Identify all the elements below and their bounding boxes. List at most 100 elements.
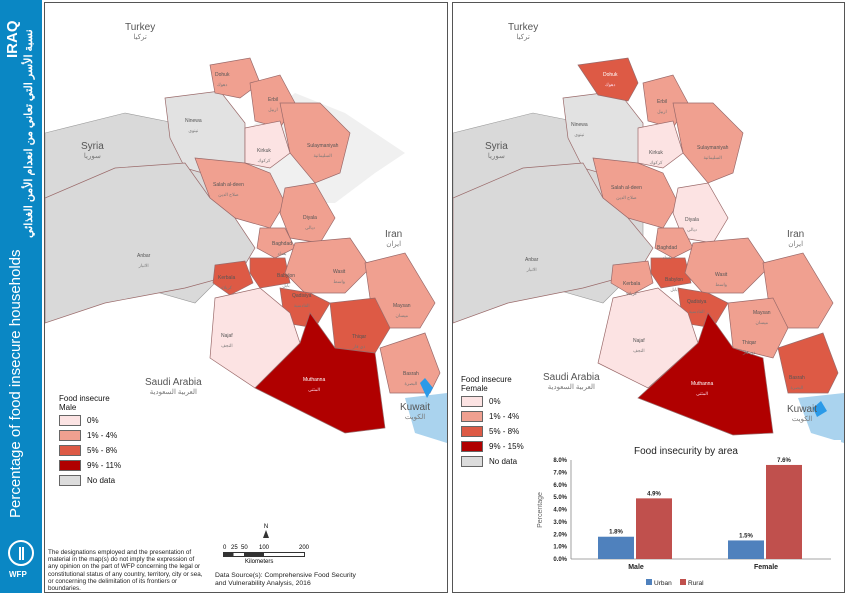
label-wasit: Wasit واسط <box>715 272 728 287</box>
chart-x-tick-label: Male <box>628 564 644 571</box>
label-qadisiya: Qadisiya القادسية <box>687 299 707 314</box>
scale-tick: 50 <box>241 545 248 551</box>
legend-item: No data <box>59 473 121 487</box>
gov-babylon <box>249 257 291 289</box>
gov-kirkuk <box>244 120 291 169</box>
label-kirkuk: Kirkuk كركوك <box>257 148 271 163</box>
chart-bar-urban <box>598 536 634 559</box>
label-baghdad: Baghdad بغداد <box>657 245 678 260</box>
label-wasit: Wasit واسط <box>333 269 346 284</box>
gov-muthanna <box>637 312 774 436</box>
gov-anbar <box>453 162 654 324</box>
chart-bar-rural <box>636 498 672 559</box>
label-najaf: Najaf النجف <box>633 338 645 353</box>
scale-tick: 0 <box>223 545 227 551</box>
label-sulaymaniyah: Sulaymaniyah السليمانية <box>307 143 339 158</box>
legend-item: 5% - 8% <box>59 443 121 457</box>
scale-tick: 100 <box>259 545 270 551</box>
gov-kirkuk <box>637 120 684 169</box>
label-kuwait: Kuwait الكويت <box>787 404 818 424</box>
data-source: Data Source(s): Comprehensive Food Secur… <box>215 572 356 587</box>
label-salahaldeen: Salah al-deen صلاح الدين <box>611 185 642 200</box>
label-kerbala: Kerbala كربلاء <box>218 275 236 290</box>
title-sidebar: IRAQ نسبة الأسر التي تعاني من انعدام الأ… <box>0 0 42 593</box>
label-maysan: Maysan ميسان <box>753 310 771 325</box>
label-thiqar: Thiqar ذي قار <box>352 334 367 349</box>
gov-wasit <box>284 237 371 294</box>
gov-kerbala <box>610 260 654 296</box>
gov-maysan <box>364 252 436 329</box>
label-iran: Iran ايران <box>787 229 805 249</box>
gov-dohuk <box>209 57 261 99</box>
legend-swatch <box>461 395 483 407</box>
scale-bar: 0 25 50 100 200 Kilometers <box>223 545 313 569</box>
map-title-iraq: IRAQ <box>4 20 21 59</box>
legend-subtitle: Male <box>59 403 77 412</box>
legend-item: 0% <box>59 413 121 427</box>
map-subtitle: Percentage of food insecure households <box>7 249 24 518</box>
wfp-logo-icon <box>8 540 34 566</box>
label-maysan: Maysan ميسان <box>393 303 411 318</box>
label-erbil: Erbil اربيل <box>268 97 279 112</box>
chart-bar-rural <box>766 464 802 559</box>
label-ninewa: Ninewa نينوى <box>571 122 588 137</box>
chart-data-label: 4.9% <box>647 491 661 497</box>
label-diyala: Diyala ديالى <box>685 217 699 232</box>
legend-female: Food insecure Female 0% 1% - 4% 5% - 8% … <box>461 375 524 468</box>
map-title-arabic: نسبة الأسر التي تعاني من انعدام الأمن ال… <box>23 29 35 238</box>
gov-babylon <box>650 257 692 289</box>
legend-swatch <box>461 410 483 422</box>
legend-swatch <box>59 414 81 426</box>
legend-item: 9% - 11% <box>59 458 121 472</box>
legend-title: Food insecure <box>461 375 512 384</box>
gov-anbar <box>45 162 256 324</box>
label-sulaymaniyah: Sulaymaniyah السليمانية <box>697 145 729 160</box>
label-turkey: Turkey تركيا <box>508 22 539 42</box>
label-erbil: Erbil اربيل <box>657 99 668 114</box>
gov-thiqar <box>727 297 789 359</box>
chart-y-tick-label: 5.0% <box>553 495 567 501</box>
gov-baghdad <box>654 227 694 259</box>
male-map-canvas <box>45 57 447 523</box>
chart-bar-urban <box>728 540 764 559</box>
legend-item: 5% - 8% <box>461 424 524 438</box>
chart-y-tick-label: 8.0% <box>553 458 567 464</box>
label-basrah: Basrah البصرة <box>789 375 805 390</box>
legend-swatch <box>59 474 81 486</box>
label-iran: Iran ايران <box>385 229 403 249</box>
chart-legend-label: Rural <box>688 580 704 587</box>
legend-swatch <box>461 455 483 467</box>
legend-male: Food insecure Male 0% 1% - 4% 5% - 8% 9%… <box>59 394 121 487</box>
legend-item: 0% <box>461 394 524 408</box>
label-qadisiya: Qadisiya القادسية <box>292 293 312 308</box>
label-kirkuk: Kirkuk كركوك <box>649 150 663 165</box>
scale-tick: 25 <box>231 545 238 551</box>
chart-y-tick-label: 0.0% <box>553 557 567 563</box>
map-female: Turkey تركيا Syria سوريا Iran ايران Saudi A… <box>452 2 845 593</box>
legend-item: No data <box>461 454 524 468</box>
legend-item: 1% - 4% <box>59 428 121 442</box>
gov-basrah <box>777 332 839 394</box>
legend-title: Food insecure <box>59 394 110 403</box>
map-male: Turkey تركيا Syria سوريا Iran ايران Saudi A… <box>44 2 448 593</box>
chart-y-tick-label: 7.0% <box>553 470 567 476</box>
gov-wasit <box>684 237 769 294</box>
gov-dohuk <box>577 57 639 102</box>
chart-data-label: 7.6% <box>777 458 791 464</box>
label-muthanna: Muthanna المثنى <box>691 381 714 396</box>
label-diyala: Diyala ديالى <box>303 215 317 230</box>
scale-tick: 200 <box>299 545 310 551</box>
gov-baghdad <box>256 227 296 259</box>
chart-y-tick-label: 2.0% <box>553 532 567 538</box>
legend-swatch <box>59 429 81 441</box>
gulf-coast-marker <box>420 378 433 398</box>
label-turkey: Turkey تركيا <box>125 22 156 42</box>
legend-swatch <box>59 459 81 471</box>
gov-thiqar <box>329 297 391 354</box>
label-salahaldeen: Salah al-deen صلاح الدين <box>213 182 244 197</box>
chart-data-label: 1.8% <box>609 530 623 536</box>
label-anbar: Anbar الانبار <box>525 257 539 272</box>
chart-y-tick-label: 3.0% <box>553 520 567 526</box>
chart-y-tick-label: 4.0% <box>553 508 567 514</box>
gov-muthanna <box>254 312 386 434</box>
